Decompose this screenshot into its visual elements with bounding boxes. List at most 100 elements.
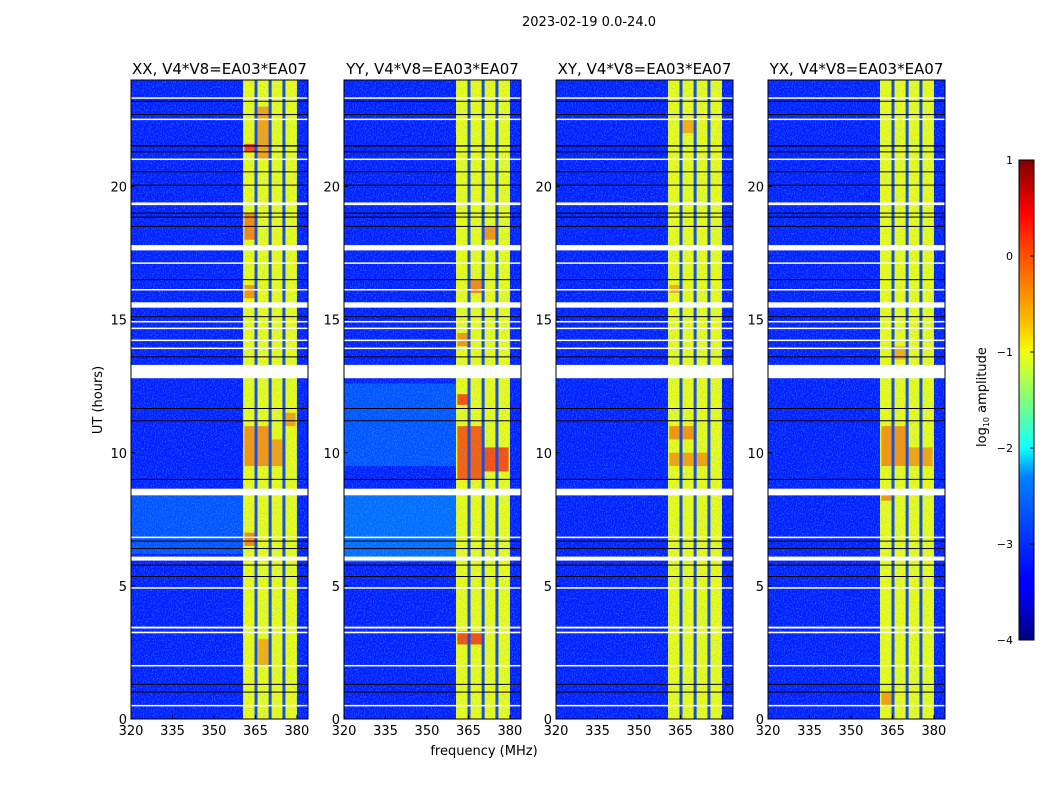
band-divider — [919, 80, 923, 719]
band-divider — [254, 80, 258, 719]
flagged-row-white — [344, 339, 521, 342]
band-divider — [679, 80, 683, 719]
panel-frame — [555, 79, 734, 720]
flagged-row-black — [344, 420, 521, 422]
flagged-row-black — [768, 564, 945, 566]
flagged-row-black — [344, 316, 521, 318]
x-tick-label: 350 — [202, 724, 227, 739]
flagged-row-white — [131, 97, 308, 99]
flagged-row-white — [131, 364, 308, 379]
band-divider — [495, 80, 499, 719]
x-tick-label: 350 — [839, 724, 864, 739]
flagged-row-black — [131, 171, 308, 173]
flagged-row-white — [556, 704, 733, 707]
band-divider — [693, 80, 697, 719]
flagged-row-black — [768, 691, 945, 693]
flagged-row-white — [768, 262, 945, 264]
flagged-row-white — [768, 626, 945, 629]
flagged-row-black — [344, 279, 521, 281]
x-tick-label: 365 — [456, 724, 481, 739]
panel-title: XY, V4*V8=EA03*EA07 — [558, 60, 732, 78]
flagged-row-white — [131, 704, 308, 707]
x-axis-label: frequency (MHz) — [430, 744, 537, 759]
flagged-row-white — [344, 488, 521, 496]
flagged-row-black — [131, 216, 308, 218]
flagged-row-black — [768, 145, 945, 147]
flagged-row-black — [344, 408, 521, 410]
flagged-row-white — [768, 364, 945, 379]
flagged-row-white — [344, 327, 521, 330]
flagged-row-white — [344, 626, 521, 629]
flagged-row-black — [768, 478, 945, 480]
flagged-row-black — [344, 576, 521, 578]
flagged-row-black — [344, 356, 521, 358]
y-tick-label: 5 — [544, 580, 552, 595]
flagged-row-black — [556, 691, 733, 693]
x-tick-label: 350 — [415, 724, 440, 739]
flagged-row-black — [556, 576, 733, 578]
flagged-row-black — [768, 184, 945, 186]
flagged-row-black — [556, 420, 733, 422]
flagged-row-white — [556, 302, 733, 308]
flagged-row-black — [131, 408, 308, 410]
flagged-row-black — [556, 540, 733, 542]
flagged-row-black — [768, 683, 945, 685]
y-tick-label: 20 — [535, 181, 552, 196]
flagged-row-black — [131, 316, 308, 318]
flagged-row-black — [131, 564, 308, 566]
flagged-row-black — [131, 540, 308, 542]
flagged-row-black — [768, 114, 945, 116]
flagged-row-white — [344, 320, 521, 323]
flagged-row-black — [131, 225, 308, 227]
panel-frame — [130, 79, 309, 720]
flagged-row-white — [344, 664, 521, 667]
flagged-row-white — [556, 97, 733, 99]
flagged-row-white — [556, 262, 733, 264]
flagged-row-black — [344, 184, 521, 186]
flagged-row-black — [768, 279, 945, 281]
flagged-row-black — [131, 548, 308, 550]
flagged-row-black — [131, 100, 308, 102]
flagged-row-white — [556, 158, 733, 161]
band-divider — [707, 80, 711, 719]
flagged-row-black — [556, 548, 733, 550]
x-tick-label: 350 — [627, 724, 652, 739]
flagged-row-black — [344, 151, 521, 153]
panel-title: XX, V4*V8=EA03*EA07 — [132, 60, 307, 78]
flagged-row-white — [768, 536, 945, 539]
flagged-row-black — [344, 683, 521, 685]
flagged-row-black — [556, 564, 733, 566]
flagged-row-black — [768, 420, 945, 422]
flagged-row-black — [131, 478, 308, 480]
flagged-row-white — [344, 302, 521, 308]
panel-1: YY, V4*V8=EA03*EA07 320 335 350 365 380 0 5 10 15… — [323, 60, 522, 739]
flagged-row-black — [131, 184, 308, 186]
colorbar-tick-label: 1 — [1006, 154, 1013, 167]
flagged-row-black — [344, 171, 521, 173]
flagged-row-black — [344, 145, 521, 147]
flagged-row-white — [131, 302, 308, 308]
flagged-row-black — [131, 212, 308, 214]
x-tick-label: 320 — [544, 724, 569, 739]
flagged-row-black — [344, 100, 521, 102]
band-divider — [905, 80, 909, 719]
flagged-row-black — [768, 100, 945, 102]
flagged-row-black — [131, 691, 308, 693]
flagged-row-white — [131, 245, 308, 251]
x-tick-label: 335 — [160, 724, 185, 739]
flagged-row-black — [556, 356, 733, 358]
flagged-row-black — [344, 212, 521, 214]
flagged-row-white — [768, 704, 945, 707]
flagged-row-black — [344, 114, 521, 116]
flagged-row-black — [556, 114, 733, 116]
flagged-row-black — [768, 216, 945, 218]
colorbar-tick-label: −4 — [997, 634, 1013, 647]
x-tick-label: 335 — [373, 724, 398, 739]
flagged-row-black — [131, 683, 308, 685]
flagged-row-black — [344, 540, 521, 542]
colorbar-gradient — [1018, 159, 1035, 641]
colorbar: −4 −3 −2 −1 0 1 log10 amplitude — [975, 154, 1035, 647]
flagged-row-white — [131, 536, 308, 539]
flagged-row-black — [344, 225, 521, 227]
